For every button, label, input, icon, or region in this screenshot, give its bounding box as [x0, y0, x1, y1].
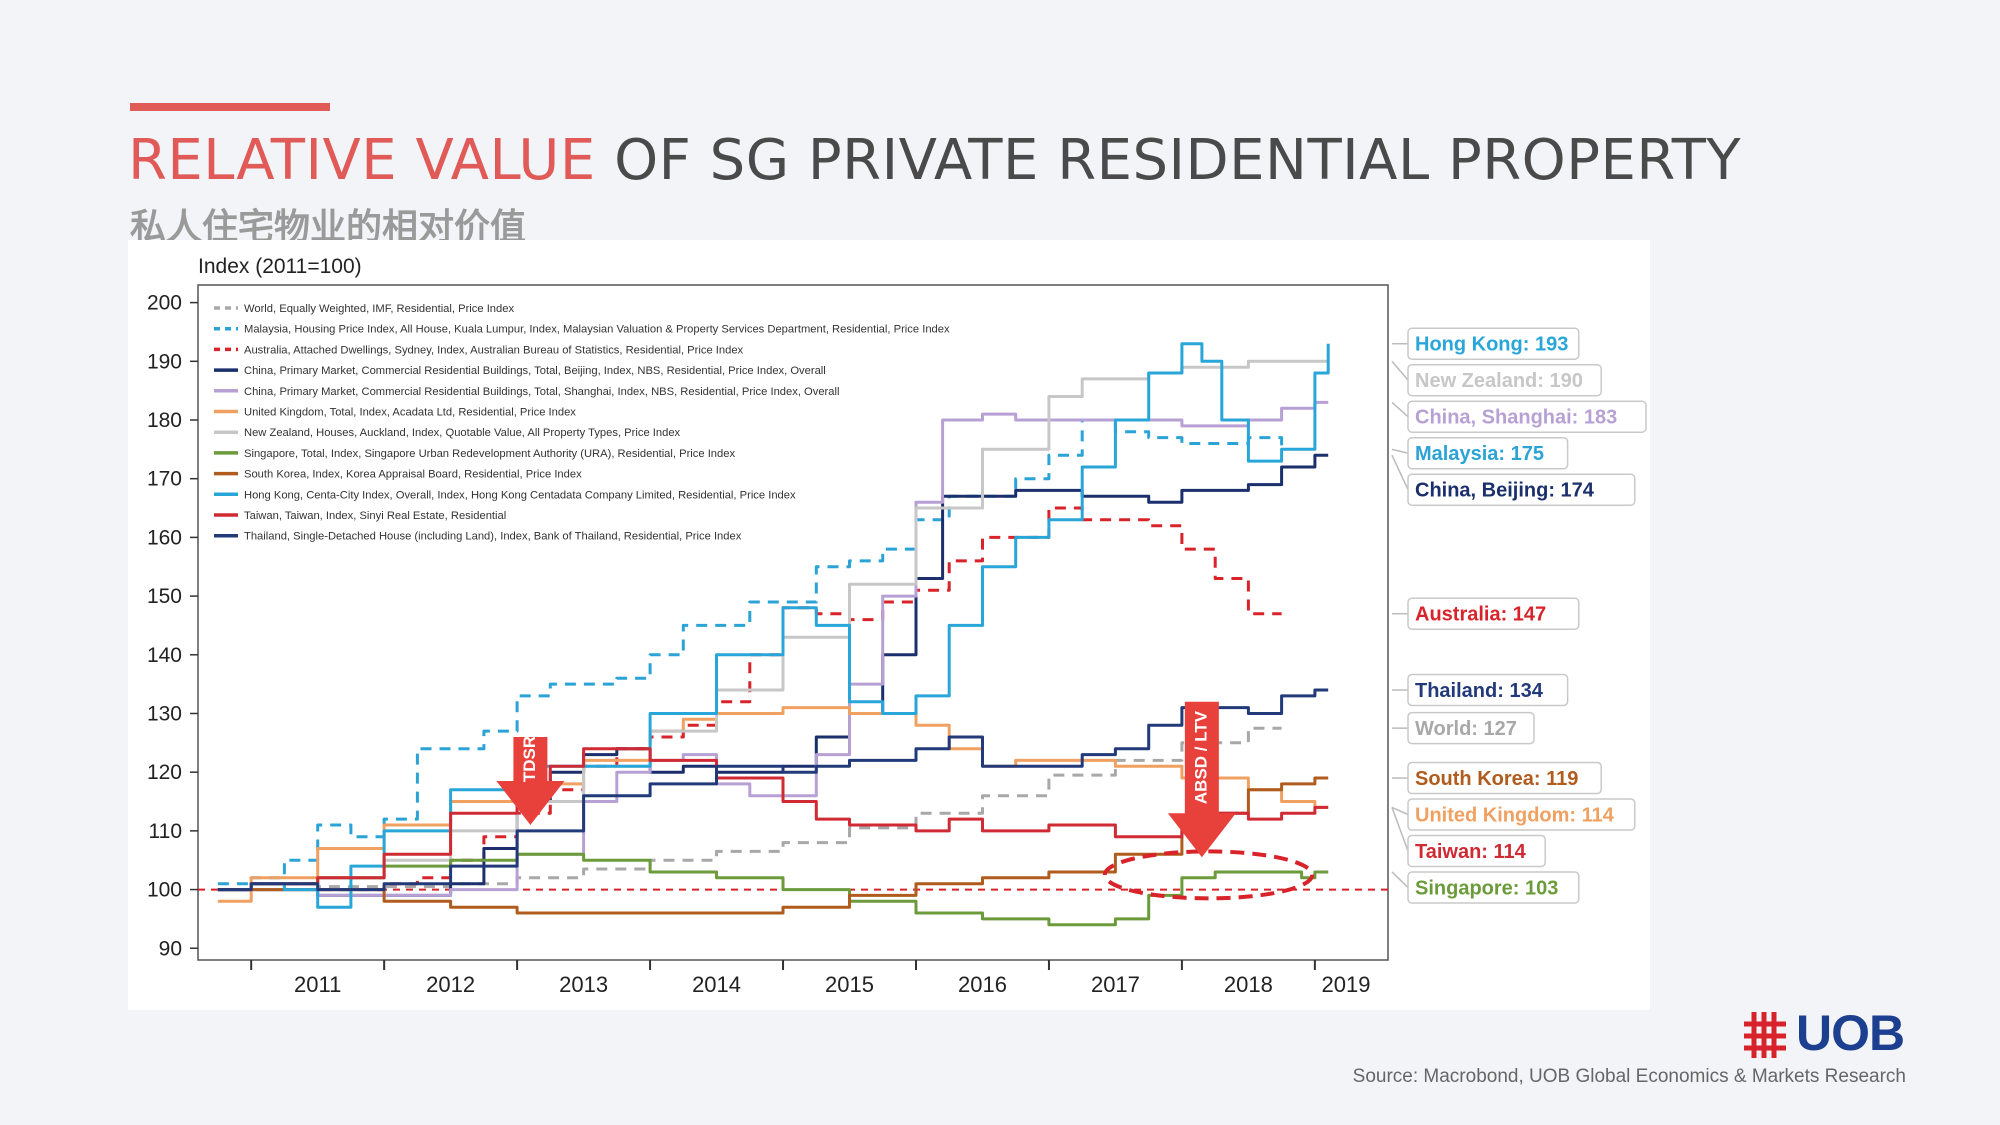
uob-logo-text: UOB — [1796, 1005, 1905, 1061]
end-label-leader-singapore — [1391, 871, 1409, 889]
legend-entry-malaysia: Malaysia, Housing Price Index, All House… — [244, 324, 950, 336]
x-tick-label-2013: 2013 — [559, 972, 608, 997]
title-highlight: RELATIVE VALUE — [128, 128, 596, 193]
policy-arrow-label-tdsr: TDSR — [520, 736, 539, 782]
legend-entry-china_shanghai: China, Primary Market, Commercial Reside… — [244, 386, 839, 398]
end-label-leader-malaysia — [1391, 448, 1409, 454]
end-label-box-singapore — [1407, 871, 1580, 904]
legend-entry-united_kingdom: United Kingdom, Total, Index, Acadata Lt… — [244, 407, 576, 419]
y-tick-label-150: 150 — [147, 585, 182, 608]
property-price-chart: Index (2011=100) 90 100 110 120 130 140 150 160 1… — [147, 255, 1647, 997]
x-tick-label-2018: 2018 — [1224, 972, 1273, 997]
end-label-leader-china_shanghai — [1391, 401, 1409, 418]
end-label-box-new_zealand — [1407, 363, 1602, 397]
end-label-text-singapore: Singapore: 103 — [1415, 878, 1558, 900]
y-tick-label-120: 120 — [147, 761, 182, 784]
x-tick-label-2017: 2017 — [1091, 972, 1140, 997]
title-rest: OF SG PRIVATE RESIDENTIAL PROPERTY — [595, 128, 1742, 193]
y-tick-label-100: 100 — [147, 879, 182, 902]
end-label-new_zealand: New Zealand: 190 — [1391, 360, 1602, 397]
page-title: RELATIVE VALUE OF SG PRIVATE RESIDENTIAL… — [128, 128, 1741, 193]
end-label-box-hong_kong — [1407, 327, 1580, 360]
y-tick-label-130: 130 — [147, 702, 182, 725]
chart-card: Index (2011=100) 90 100 110 120 130 140 150 160 1… — [128, 240, 1650, 1010]
end-label-leader-new_zealand — [1391, 360, 1409, 381]
chart-legend: World, Equally Weighted, IMF, Residentia… — [214, 303, 950, 543]
end-label-box-united_kingdom — [1407, 798, 1636, 831]
x-tick-label-2012: 2012 — [426, 972, 475, 997]
y-tick-label-140: 140 — [147, 644, 182, 667]
end-label-china_shanghai: China, Shanghai: 183 — [1391, 400, 1647, 433]
x-tick-label-2015: 2015 — [825, 972, 874, 997]
y-tick-label-200: 200 — [147, 292, 182, 315]
end-label-box-china_beijing — [1407, 473, 1636, 506]
x-tick-label-2011: 2011 — [294, 972, 341, 997]
uob-logo-mark — [1744, 1012, 1786, 1058]
legend-entry-new_zealand: New Zealand, Houses, Auckland, Index, Qu… — [244, 427, 681, 439]
y-tick-label-190: 190 — [147, 350, 182, 373]
end-label-box-china_shanghai — [1407, 400, 1647, 433]
end-label-australia: Australia: 147 — [1392, 597, 1580, 630]
end-label-china_beijing: China, Beijing: 174 — [1391, 454, 1636, 506]
policy-arrow-tdsr — [496, 736, 565, 825]
legend-entry-world: World, Equally Weighted, IMF, Residentia… — [244, 303, 514, 315]
end-label-malaysia: Malaysia: 175 — [1391, 436, 1569, 470]
x-tick-label-2016: 2016 — [958, 972, 1007, 997]
uob-logo-icon — [1742, 1010, 1912, 1060]
end-label-world: World: 127 — [1392, 711, 1535, 745]
end-label-text-hong_kong: Hong Kong: 193 — [1415, 334, 1568, 356]
end-label-text-united_kingdom: United Kingdom: 114 — [1415, 805, 1615, 827]
end-label-taiwan: Taiwan: 114 — [1391, 807, 1546, 868]
end-label-singapore: Singapore: 103 — [1391, 871, 1580, 904]
title-accent-bar — [130, 103, 330, 111]
x-tick-label-2014: 2014 — [692, 972, 741, 997]
end-label-text-thailand: Thailand: 134 — [1415, 680, 1544, 702]
y-tick-label-160: 160 — [147, 526, 182, 549]
plot-frame — [197, 284, 1389, 961]
end-label-thailand: Thailand: 134 — [1392, 673, 1569, 707]
end-label-text-china_beijing: China, Beijing: 174 — [1415, 480, 1595, 502]
end-label-text-china_shanghai: China, Shanghai: 183 — [1415, 407, 1617, 429]
end-label-box-thailand — [1407, 673, 1569, 707]
series-line-south_korea — [217, 776, 1329, 915]
series-line-australia — [217, 506, 1282, 892]
legend-entry-china_beijing: China, Primary Market, Commercial Reside… — [244, 365, 826, 377]
y-axis-label: Index (2011=100) — [198, 255, 362, 278]
y-tick-label-180: 180 — [147, 409, 182, 432]
legend-entry-singapore: Singapore, Total, Index, Singapore Urban… — [244, 448, 735, 460]
source-note: Source: Macrobond, UOB Global Economics … — [1352, 1066, 1906, 1087]
policy-arrow-label-absd-ltv: ABSD / LTV — [1191, 710, 1210, 804]
end-label-text-south_korea: South Korea: 119 — [1415, 768, 1578, 790]
legend-entry-australia: Australia, Attached Dwellings, Sydney, I… — [244, 344, 744, 356]
y-tick-label-110: 110 — [149, 820, 182, 843]
x-tick-label-2019: 2019 — [1322, 972, 1371, 997]
end-label-box-south_korea — [1407, 761, 1602, 795]
end-label-leader-united_kingdom — [1391, 806, 1409, 816]
legend-entry-hong_kong: Hong Kong, Centa-City Index, Overall, In… — [244, 489, 796, 501]
end-label-south_korea: South Korea: 119 — [1392, 761, 1602, 795]
end-label-united_kingdom: United Kingdom: 114 — [1391, 798, 1636, 831]
legend-entry-taiwan: Taiwan, Taiwan, Index, Sinyi Real Estate… — [244, 510, 506, 522]
legend-entry-thailand: Thailand, Single-Detached House (includi… — [244, 531, 742, 543]
end-label-text-taiwan: Taiwan: 114 — [1415, 841, 1527, 863]
end-label-leader-china_beijing — [1391, 454, 1409, 491]
policy-arrow-absd-ltv — [1167, 701, 1236, 858]
series-line-hong_kong — [217, 342, 1330, 909]
end-label-box-taiwan — [1407, 834, 1546, 868]
y-tick-label-90: 90 — [159, 937, 182, 960]
y-tick-label-170: 170 — [147, 468, 182, 491]
end-label-box-malaysia — [1407, 436, 1569, 470]
end-label-text-malaysia: Malaysia: 175 — [1415, 443, 1544, 465]
end-label-leader-taiwan — [1391, 807, 1409, 852]
end-label-text-world: World: 127 — [1415, 718, 1517, 740]
end-label-hong_kong: Hong Kong: 193 — [1392, 327, 1580, 360]
singapore-highlight-ellipse — [1102, 849, 1315, 901]
end-label-box-world — [1407, 711, 1535, 745]
end-label-text-australia: Australia: 147 — [1415, 604, 1546, 626]
legend-entry-south_korea: South Korea, Index, Korea Appraisal Boar… — [244, 469, 582, 481]
end-label-text-new_zealand: New Zealand: 190 — [1415, 370, 1583, 392]
end-label-box-australia — [1407, 597, 1580, 630]
